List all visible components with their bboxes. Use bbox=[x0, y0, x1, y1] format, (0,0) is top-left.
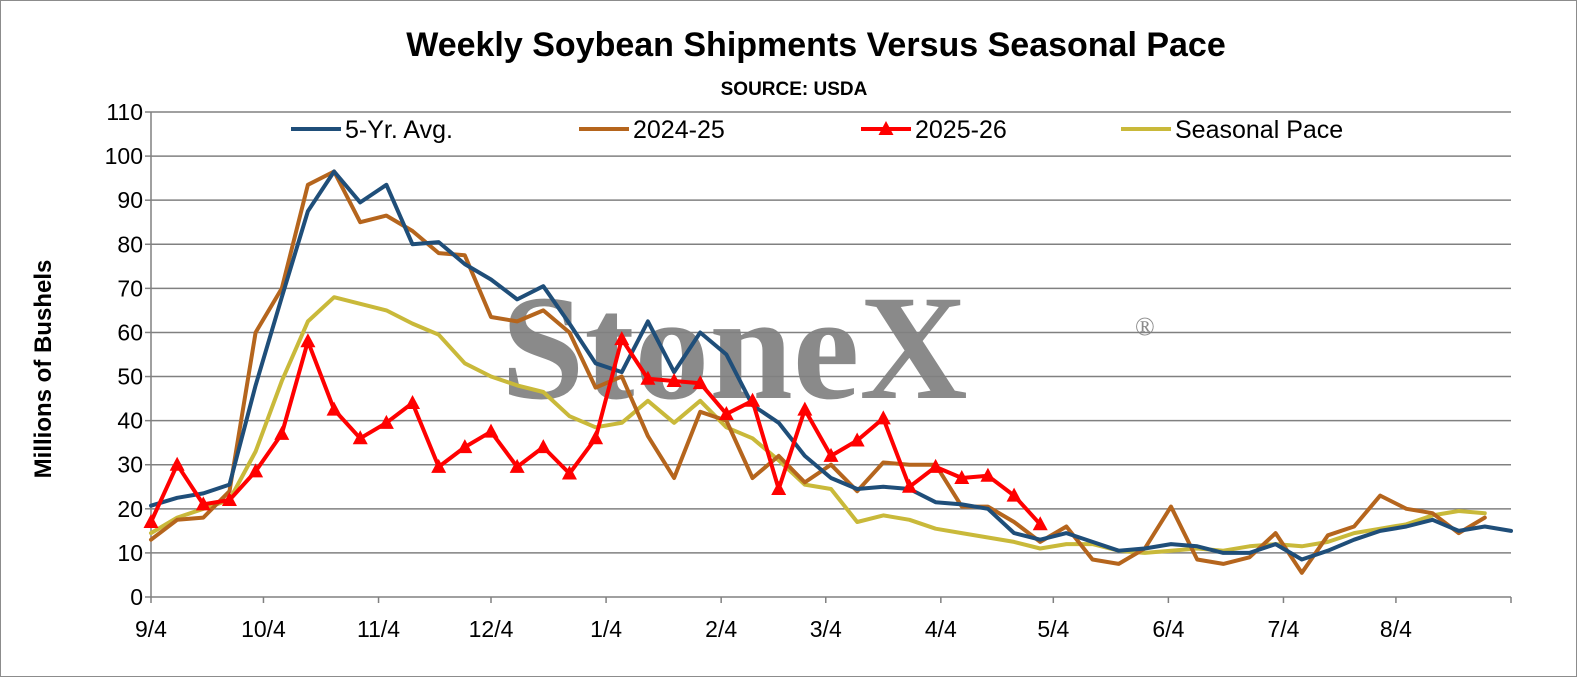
data-point bbox=[666, 372, 682, 387]
x-tick-label: 6/4 bbox=[1152, 616, 1184, 642]
x-tick-label: 5/4 bbox=[1037, 616, 1069, 642]
data-point bbox=[928, 458, 944, 473]
x-tick-label: 7/4 bbox=[1267, 616, 1299, 642]
data-point bbox=[849, 432, 865, 447]
data-point bbox=[405, 395, 421, 409]
data-point bbox=[954, 469, 970, 484]
data-point bbox=[457, 439, 473, 454]
gridlines bbox=[151, 111, 1511, 554]
data-point bbox=[771, 480, 787, 495]
data-point bbox=[143, 514, 159, 529]
stonex-watermark: StoneX ® bbox=[501, 265, 1155, 431]
chart-subtitle: SOURCE: USDA bbox=[721, 79, 868, 100]
chart-title: Weekly Soybean Shipments Versus Seasonal… bbox=[406, 26, 1226, 64]
x-tick-label: 8/4 bbox=[1380, 616, 1412, 642]
data-point bbox=[169, 456, 185, 471]
data-point bbox=[483, 423, 499, 438]
x-tick-label: 4/4 bbox=[925, 616, 957, 642]
x-tick-label: 10/4 bbox=[241, 616, 286, 642]
data-point bbox=[588, 430, 604, 445]
legend-label: Seasonal Pace bbox=[1175, 116, 1343, 144]
data-point bbox=[980, 467, 996, 482]
y-tick-label: 20 bbox=[117, 496, 143, 522]
data-point bbox=[274, 425, 290, 440]
data-point bbox=[1006, 487, 1022, 502]
legend-item: 2025-26 bbox=[861, 116, 1007, 144]
y-tick-label: 90 bbox=[117, 187, 143, 213]
series-2024-25 bbox=[149, 169, 1487, 575]
y-tick-label: 0 bbox=[130, 584, 143, 610]
data-point bbox=[718, 406, 734, 421]
watermark-text: StoneX bbox=[501, 265, 968, 431]
x-tick-label: 1/4 bbox=[590, 616, 622, 642]
series-line bbox=[149, 169, 1487, 575]
y-tick-label: 80 bbox=[117, 231, 143, 257]
series-5-yr-avg bbox=[149, 169, 1513, 562]
x-tick-label: 9/4 bbox=[135, 616, 167, 642]
series-2025-26 bbox=[143, 331, 1048, 531]
legend: 5-Yr. Avg. 2024-25 2025-26 Seasonal Pace bbox=[291, 116, 1343, 144]
y-tick-label: 40 bbox=[117, 408, 143, 434]
data-point bbox=[823, 447, 839, 462]
y-axis-ticks: 0 10 20 30 40 50 60 70 80 90 100 110 bbox=[105, 99, 143, 610]
data-point bbox=[326, 401, 342, 416]
watermark-registered-mark: ® bbox=[1135, 312, 1155, 341]
data-point bbox=[640, 370, 656, 385]
y-tick-label: 50 bbox=[117, 364, 143, 390]
x-tick-label: 2/4 bbox=[705, 616, 737, 642]
x-axis-ticks: 9/4 10/4 11/4 12/4 1/4 2/4 3/4 4/4 5/4 6/4 7/4 8/4 bbox=[135, 616, 1412, 642]
y-tick-label: 110 bbox=[106, 99, 143, 125]
data-point bbox=[248, 463, 264, 478]
data-point bbox=[509, 458, 525, 473]
data-point bbox=[221, 492, 237, 506]
y-tick-label: 70 bbox=[117, 275, 143, 301]
data-point bbox=[745, 392, 761, 407]
data-point bbox=[1032, 516, 1048, 531]
data-point bbox=[535, 439, 551, 454]
legend-label: 2024-25 bbox=[633, 116, 725, 144]
data-point bbox=[692, 375, 708, 390]
data-point bbox=[797, 401, 813, 416]
y-axis-label: Millions of Bushels bbox=[30, 260, 57, 479]
data-point bbox=[875, 410, 891, 425]
legend-marker bbox=[878, 121, 894, 135]
data-point bbox=[195, 496, 211, 511]
legend-item: 5-Yr. Avg. bbox=[291, 116, 453, 144]
series-line bbox=[149, 169, 1513, 562]
legend-item: Seasonal Pace bbox=[1121, 116, 1343, 144]
data-point bbox=[431, 458, 447, 473]
y-tick-label: 30 bbox=[117, 452, 143, 478]
y-tick-label: 60 bbox=[117, 319, 143, 345]
y-tick-label: 100 bbox=[105, 143, 143, 169]
series bbox=[143, 169, 1513, 575]
x-tick-label: 12/4 bbox=[469, 616, 514, 642]
data-point bbox=[561, 465, 577, 480]
data-point bbox=[352, 430, 368, 445]
data-point bbox=[300, 333, 316, 348]
data-point bbox=[614, 331, 630, 346]
legend-label: 2025-26 bbox=[915, 116, 1007, 144]
legend-label: 5-Yr. Avg. bbox=[345, 116, 453, 144]
data-point bbox=[901, 478, 917, 493]
y-tick-label: 10 bbox=[117, 540, 143, 566]
legend-item: 2024-25 bbox=[579, 116, 725, 144]
x-tick-label: 11/4 bbox=[357, 616, 400, 642]
data-point bbox=[378, 414, 394, 429]
x-tick-label: 3/4 bbox=[810, 616, 842, 642]
